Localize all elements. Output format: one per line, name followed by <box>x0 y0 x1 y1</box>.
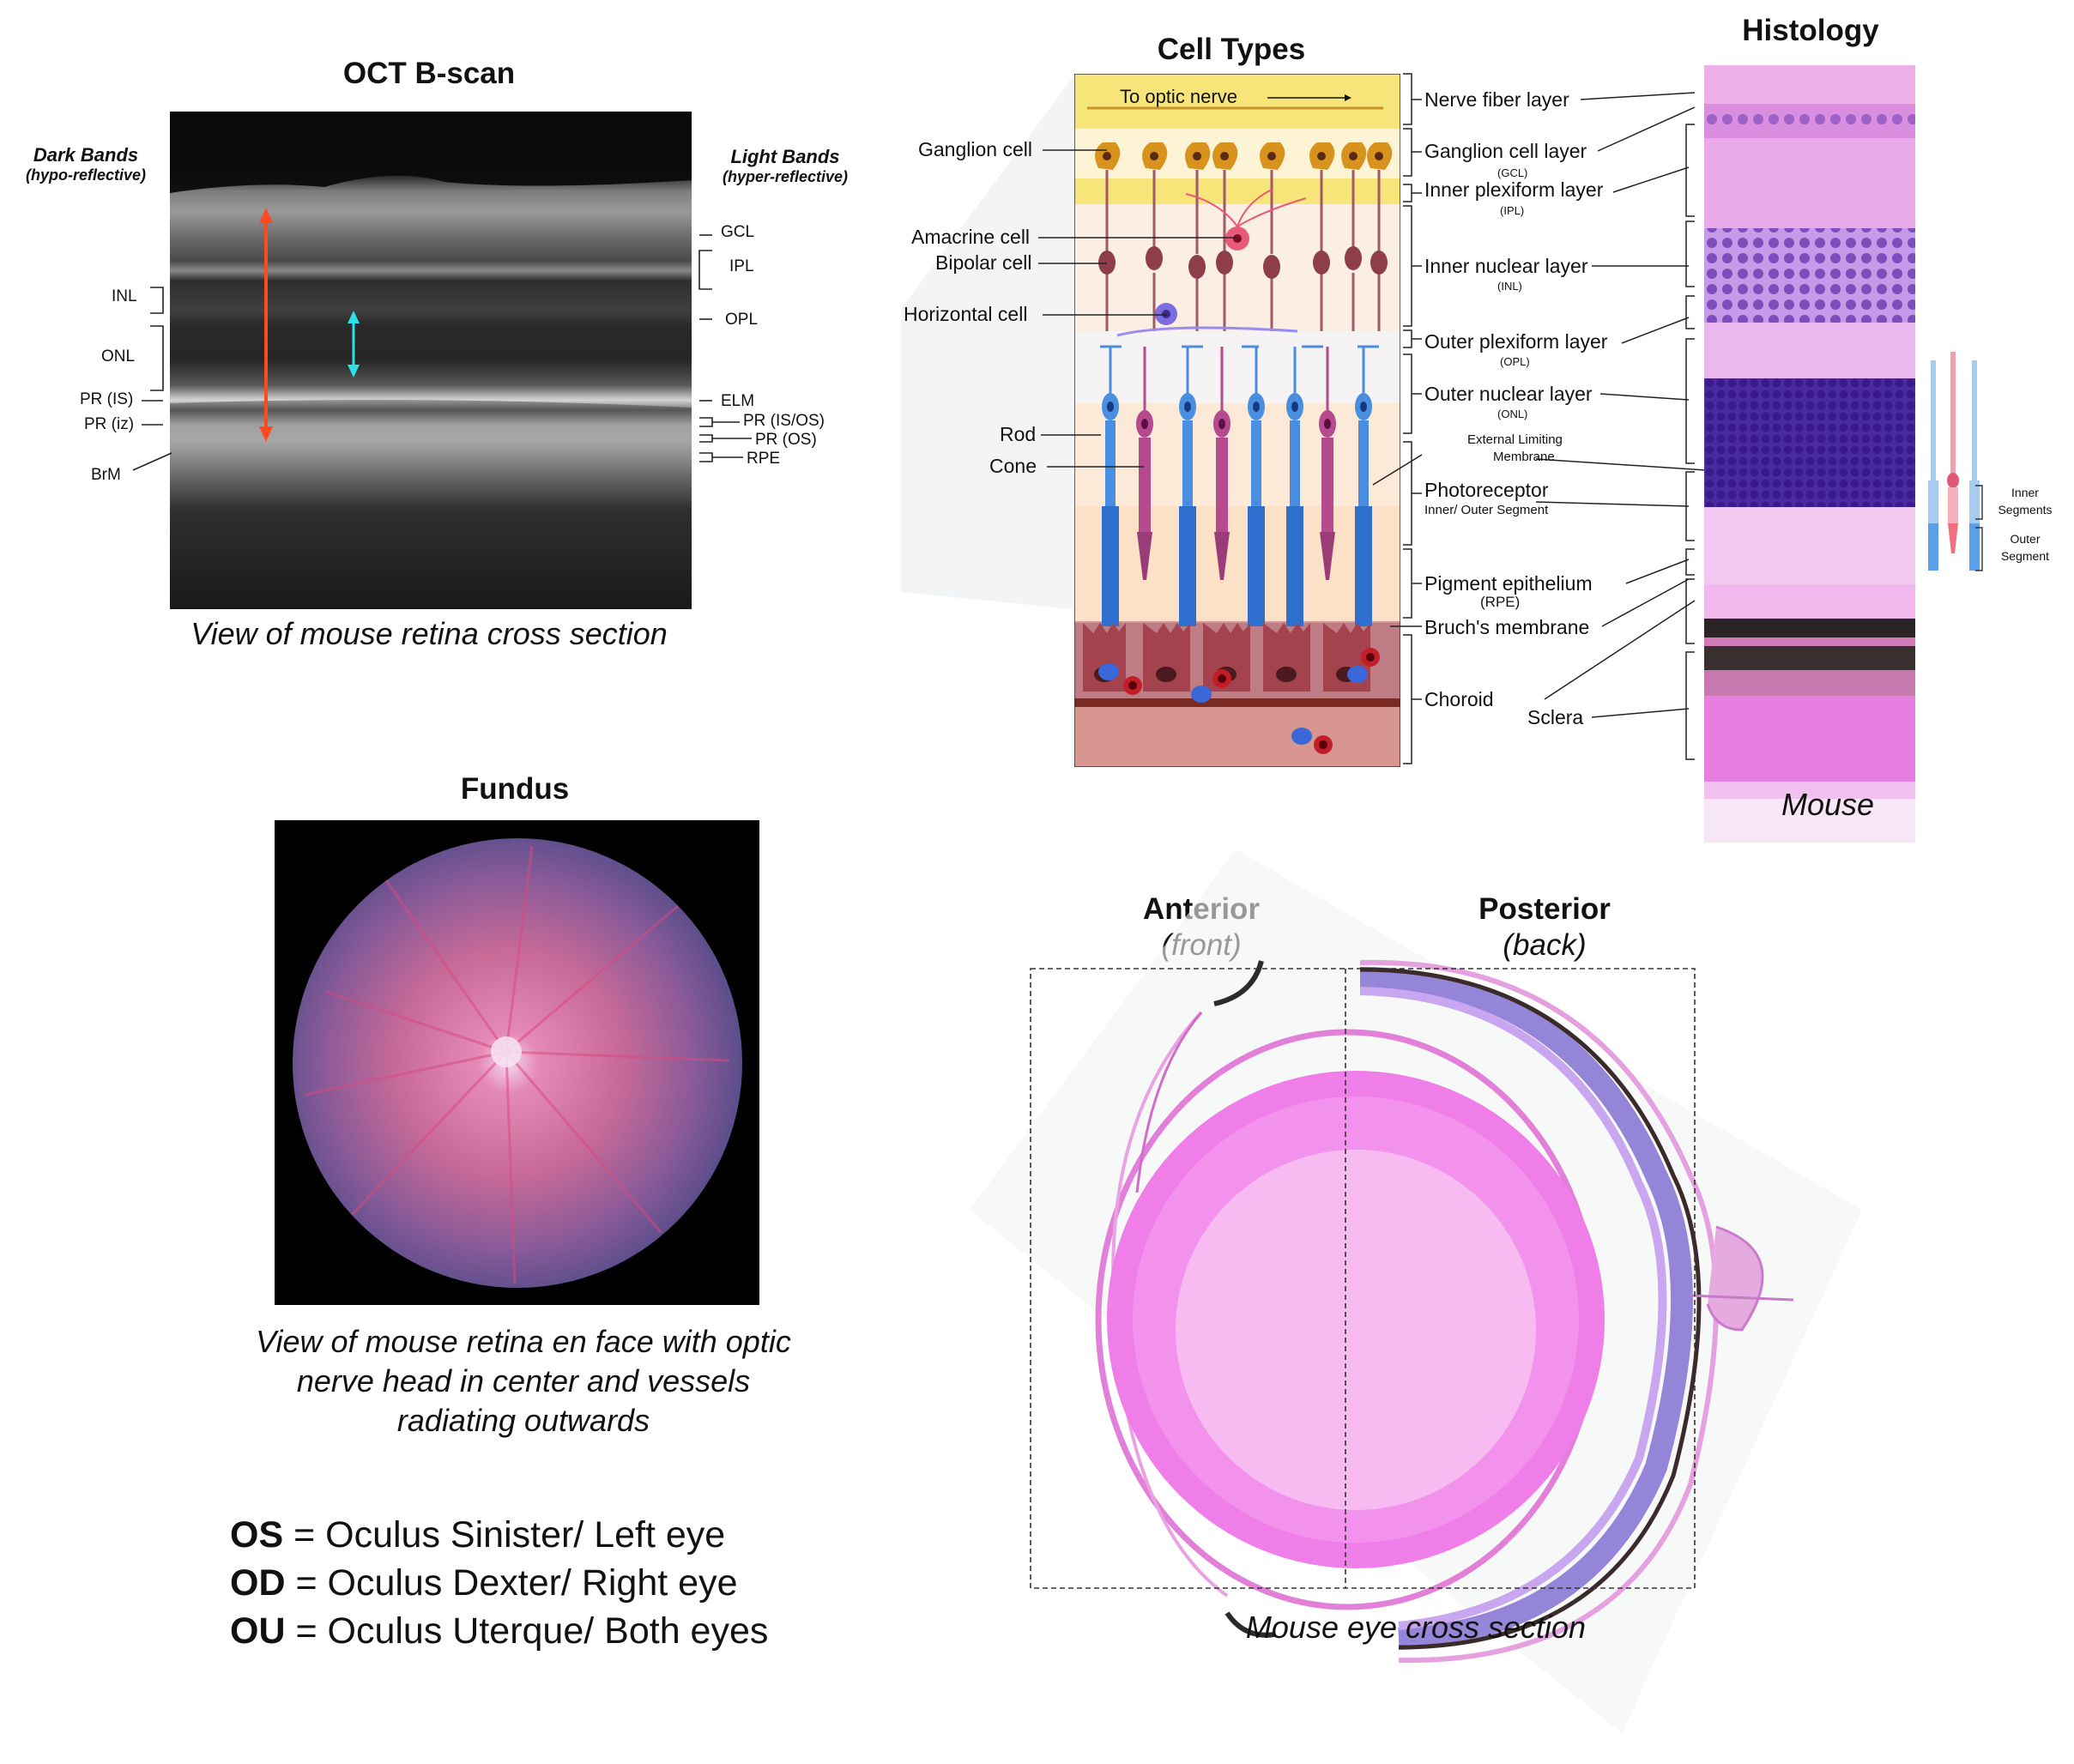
abbr-ou-code: OU <box>230 1610 286 1652</box>
abbr-ou-text: = Oculus Uterque/ Both eyes <box>285 1610 769 1652</box>
rod-label: Rod <box>1000 423 1037 445</box>
outer-plexiform-layer-label: Outer plexiform layer <box>1424 330 1608 353</box>
fundus-caption-line-3: radiating outwards <box>396 1403 650 1438</box>
choroid-label: Choroid <box>1424 688 1494 710</box>
oct-label-brm: BrM <box>91 466 121 484</box>
eye-abbreviations: OS = Oculus Sinister/ Left eye OD = Ocul… <box>230 1511 768 1655</box>
eye-cross-section-image <box>970 849 1879 1733</box>
dark-bands-title: Dark Bands <box>33 144 139 166</box>
nerve-fiber-layer-label: Nerve fiber layer <box>1424 88 1569 111</box>
eye-region-boxes <box>1030 968 1696 1589</box>
abbr-od-code: OD <box>230 1562 286 1604</box>
ganglion-cell-label: Ganglion cell <box>918 138 1032 160</box>
oct-image <box>170 112 692 609</box>
dark-bands-label: Dark Bands (hypo-reflective) <box>0 144 172 184</box>
onl-abbr: (ONL) <box>1497 408 1528 420</box>
inner-plexiform-layer-label: Inner plexiform layer <box>1424 178 1604 201</box>
pigment-epithelium-label: Pigment epithelium <box>1424 572 1593 595</box>
oct-caption: View of mouse retina cross section <box>190 616 668 651</box>
posterior-title: Posterior <box>1478 892 1611 926</box>
abbr-os-text: = Oculus Sinister/ Left eye <box>283 1514 726 1556</box>
elm-label-2: Membrane <box>1493 450 1555 464</box>
histology-image <box>1704 65 1915 843</box>
rpe-abbr: (RPE) <box>1480 594 1521 610</box>
abbr-od: OD = Oculus Dexter/ Right eye <box>230 1559 768 1607</box>
oct-label-inl: INL <box>112 287 137 305</box>
dark-bands-subtitle: (hypo-reflective) <box>25 166 147 184</box>
inl-abbr: (INL) <box>1497 280 1522 293</box>
ipl-abbr: (IPL) <box>1500 204 1525 217</box>
outer-segment-label: Outer Segment <box>1986 530 2064 565</box>
light-bands-title: Light Bands <box>730 146 840 167</box>
oct-title: OCT B-scan <box>342 57 516 90</box>
eye-caption: Mouse eye cross section <box>1245 1610 1587 1645</box>
oct-label-ipl: IPL <box>729 257 754 275</box>
outer-nuclear-layer-label: Outer nuclear layer <box>1424 383 1593 405</box>
oct-label-elm: ELM <box>721 392 755 410</box>
fundus-caption-line-2: nerve head in center and vessels <box>296 1363 751 1399</box>
cell-types-diagram <box>1073 73 1401 768</box>
fundus-caption: View of mouse retina en face with optic … <box>197 1322 850 1441</box>
oct-label-brackets <box>132 234 752 471</box>
posterior-subtitle: (back) <box>1503 928 1587 962</box>
cell-types-backdrop <box>901 77 1073 609</box>
oct-label-opl: OPL <box>725 311 759 329</box>
bruchs-membrane-label: Bruch's membrane <box>1424 616 1590 638</box>
photoreceptor-segment-label: Inner/ Outer Segment <box>1424 503 1549 517</box>
inner-nuclear-layer-label: Inner nuclear layer <box>1424 255 1588 277</box>
photoreceptor-label: Photoreceptor <box>1424 479 1549 501</box>
abbr-od-text: = Oculus Dexter/ Right eye <box>285 1562 738 1604</box>
elm-label: External Limiting <box>1467 432 1563 447</box>
inner-segments-line-2: Segments <box>1998 503 2053 517</box>
horizontal-cell-label: Horizontal cell <box>904 303 1028 325</box>
inner-segments-label: Inner Segments <box>1986 484 2064 518</box>
outer-segment-line-2: Segment <box>2000 549 2050 563</box>
oct-label-pr-os: PR (OS) <box>755 431 817 449</box>
posterior-label: Posterior (back) <box>1416 892 1673 963</box>
ganglion-cell-layer-label: Ganglion cell layer <box>1424 140 1587 162</box>
cell-type-leader-lines <box>1038 73 1707 764</box>
amacrine-cell-label: Amacrine cell <box>911 226 1031 248</box>
abbr-os-code: OS <box>230 1514 284 1556</box>
segment-brackets <box>1975 485 1983 571</box>
sclera-label: Sclera <box>1527 706 1584 728</box>
oct-label-pr-isos: PR (IS/OS) <box>743 412 825 430</box>
cell-types-title: Cell Types <box>1157 33 1306 66</box>
fundus-image <box>275 820 759 1305</box>
abbr-os: OS = Oculus Sinister/ Left eye <box>230 1511 768 1559</box>
light-bands-label: Light Bands (hyper-reflective) <box>699 146 871 186</box>
optic-nerve-label: To optic nerve <box>1120 86 1237 107</box>
fundus-caption-line-1: View of mouse retina en face with optic <box>256 1324 791 1359</box>
oct-label-pr-is: PR (IS) <box>80 390 134 408</box>
gcl-abbr: (GCL) <box>1497 166 1528 179</box>
abbr-ou: OU = Oculus Uterque/ Both eyes <box>230 1607 768 1655</box>
light-bands-subtitle: (hyper-reflective) <box>722 168 849 185</box>
inner-segments-line-1: Inner <box>2011 486 2039 499</box>
outer-segment-line-1: Outer <box>2010 532 2041 546</box>
oct-label-pr-iz: PR (iz) <box>84 415 135 433</box>
opl-abbr: (OPL) <box>1500 355 1530 368</box>
oct-label-gcl: GCL <box>721 223 755 241</box>
histology-title: Histology <box>1742 14 1879 47</box>
oct-label-rpe: RPE <box>747 450 781 468</box>
fundus-title: Fundus <box>460 772 570 806</box>
histology-photoreceptor-icons <box>1928 352 1980 571</box>
cone-label: Cone <box>989 455 1037 477</box>
oct-label-onl: ONL <box>101 347 136 365</box>
histology-caption: Mouse <box>1781 787 1875 822</box>
bipolar-cell-label: Bipolar cell <box>935 251 1032 274</box>
